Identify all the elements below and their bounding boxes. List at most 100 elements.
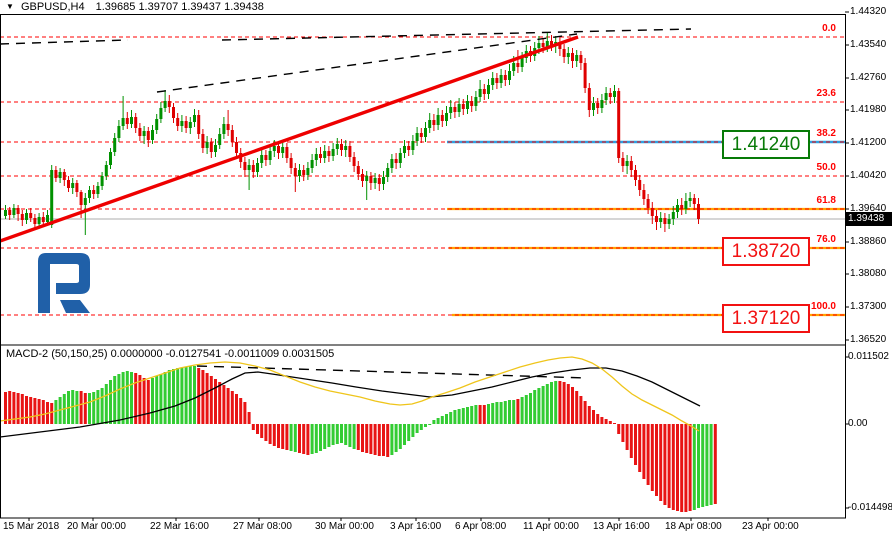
trendline-dashed-left[interactable] [0, 39, 129, 45]
candle [646, 199, 650, 208]
macd-bar [25, 396, 28, 424]
macd-bar [272, 424, 276, 446]
candle [575, 55, 579, 61]
macd-panel[interactable] [0, 344, 846, 519]
date-label: 22 Mar 16:00 [150, 521, 209, 532]
candle [138, 128, 142, 136]
candle [230, 130, 234, 142]
macd-bar [587, 406, 591, 424]
macd-bar [428, 424, 432, 425]
candle [96, 186, 100, 194]
candle [193, 115, 196, 122]
macd-bar [701, 424, 705, 507]
candle [583, 63, 587, 88]
candle [130, 117, 133, 124]
price-level-box[interactable]: 1.41240 [722, 130, 810, 159]
price-level-box[interactable]: 1.37120 [722, 304, 810, 333]
macd-bar [579, 396, 583, 424]
macd-bar [495, 402, 499, 424]
candle [323, 151, 327, 158]
macd-bar [130, 372, 133, 424]
candle [109, 152, 112, 165]
candle [491, 78, 495, 85]
macd-values: 0.0000000 -0.0127541 -0.0011009 0.003150… [110, 348, 335, 360]
watermark-logo [38, 253, 90, 313]
price-level-box[interactable]: 1.38720 [722, 237, 810, 266]
fib-level-label: 100.0 [810, 301, 836, 312]
candle [352, 157, 356, 166]
macd-bar [104, 384, 108, 424]
candle [25, 213, 28, 220]
macd-bar [407, 424, 411, 441]
macd-bar [398, 424, 402, 449]
macd-bar [680, 424, 684, 512]
candle [537, 43, 541, 48]
macd-bar [520, 397, 524, 424]
candle [75, 183, 79, 192]
macd-bar [222, 385, 226, 424]
macd-bar [634, 424, 637, 465]
macd-bar [293, 424, 297, 452]
candle [361, 174, 364, 181]
macd-bar [37, 399, 41, 424]
symbol-dropdown-icon[interactable]: ▼ [6, 2, 14, 11]
macd-bar [684, 424, 688, 512]
macd-bar [109, 380, 112, 424]
macd-bar [499, 402, 503, 424]
symbol-period-label: GBPUSD,H4 [20, 1, 85, 13]
macd-bar [541, 386, 545, 424]
macd-bar [92, 392, 96, 424]
trendline-red[interactable] [0, 35, 579, 243]
macd-bar [256, 424, 259, 434]
macd-bar [545, 384, 549, 424]
candle [197, 115, 201, 134]
macd-bar [75, 391, 79, 424]
macd-bar [4, 392, 7, 424]
fib-level-label: 61.8 [816, 195, 836, 206]
macd-bar [50, 403, 54, 424]
candle [125, 118, 129, 124]
macd-dashed-line[interactable] [196, 365, 588, 379]
candle [655, 216, 658, 222]
macd-bar [369, 424, 373, 454]
macd-bar [121, 372, 125, 424]
macd-bar [377, 424, 381, 456]
candle [293, 168, 297, 176]
candle [54, 170, 58, 178]
macd-bar [117, 374, 121, 424]
date-label: 13 Apr 16:00 [593, 521, 650, 532]
macd-bar [558, 381, 562, 424]
macd-bar [676, 424, 679, 511]
macd-bar [394, 424, 398, 452]
macd-bar [512, 400, 516, 424]
macd-bar [268, 424, 272, 444]
macd-bar [167, 370, 171, 424]
candle [625, 161, 629, 166]
macd-bar [83, 393, 87, 424]
macd-bar [436, 418, 440, 424]
current-price-tag: 1.39438 [845, 212, 892, 226]
macd-signal-line [0, 356, 700, 432]
macd-axis-label: 0.00 [848, 418, 868, 429]
candle [100, 176, 104, 186]
chart-title: ▼ GBPUSD,H4 1.39685 1.39707 1.39437 1.39… [6, 1, 264, 14]
trendline-dashed-top[interactable] [221, 28, 692, 41]
price-axis-label: 1.42760 [850, 72, 887, 83]
macd-bar [289, 424, 293, 451]
macd-bar [365, 424, 369, 453]
date-label: 20 Mar 00:00 [67, 521, 126, 532]
macd-bar [688, 424, 692, 511]
candle [629, 161, 633, 170]
price-axis-label: 1.41200 [850, 137, 887, 148]
macd-bar [659, 424, 663, 501]
candle [277, 146, 280, 153]
macd-bar [466, 407, 469, 424]
candle [613, 91, 616, 97]
macd-bar [29, 397, 33, 424]
trendline-dashed-rising[interactable] [156, 33, 578, 93]
macd-bar [697, 424, 700, 508]
macd-bar [180, 368, 184, 424]
main-chart-panel[interactable] [0, 14, 846, 346]
macd-bar [125, 371, 129, 424]
